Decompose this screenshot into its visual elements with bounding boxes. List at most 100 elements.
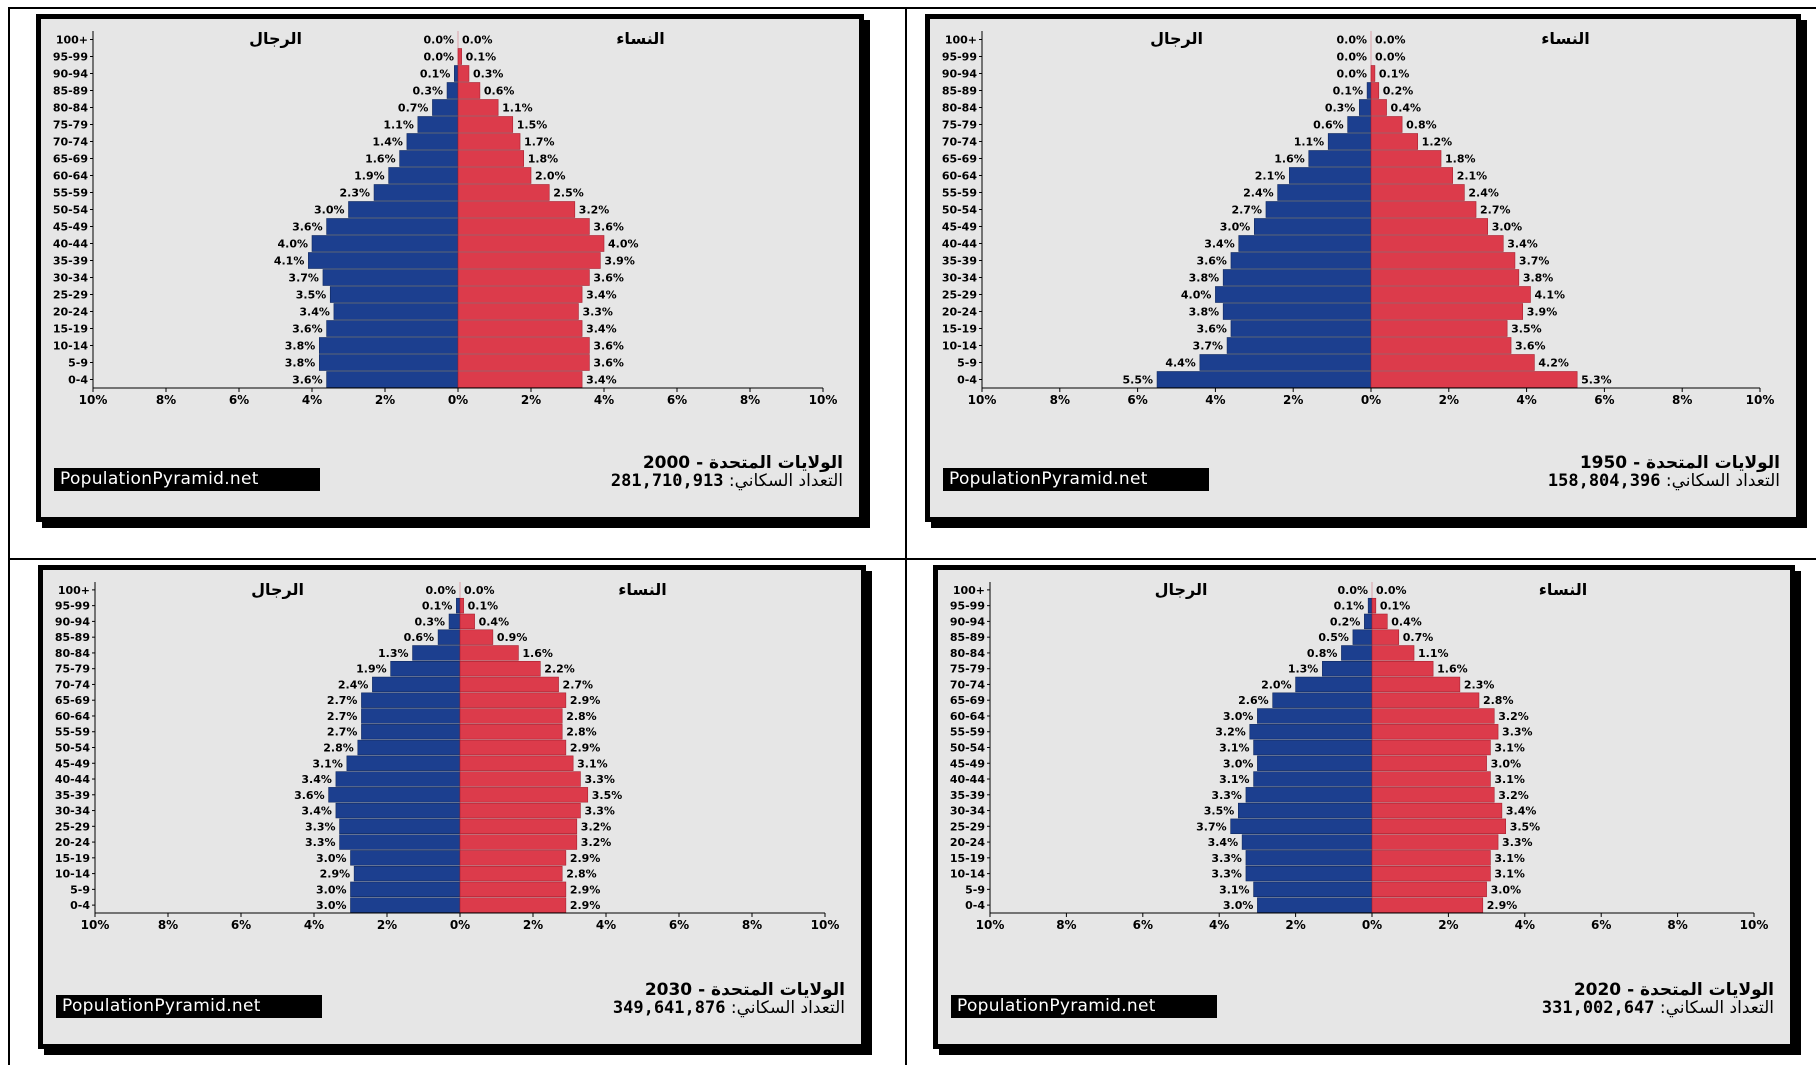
female-bar <box>1371 629 1400 645</box>
age-group-label: 35-39 <box>53 255 88 268</box>
x-tick-label: 2% <box>1283 393 1303 407</box>
x-tick-label: 2% <box>521 393 541 407</box>
female-bar <box>1370 269 1520 286</box>
male-bar <box>328 787 461 803</box>
population-value: 281,710,913 <box>610 471 724 491</box>
female-value-label: 2.8% <box>566 710 597 723</box>
female-value-label: 1.7% <box>524 136 555 149</box>
age-group-label: 80-84 <box>942 102 978 115</box>
x-tick-label: 6% <box>229 393 249 407</box>
age-group-label: 45-49 <box>942 221 977 234</box>
x-tick-label: 4% <box>304 918 324 932</box>
x-tick-label: 0% <box>450 918 470 932</box>
chart-year: 2020 <box>1573 980 1622 1000</box>
men-header: الرجال <box>1155 580 1208 599</box>
population-value: 349,641,876 <box>612 998 726 1018</box>
age-group-label: 25-29 <box>942 289 977 302</box>
male-value-label: 0.7% <box>398 102 429 115</box>
x-tick-label: 6% <box>231 918 251 932</box>
age-group-label: 90-94 <box>950 615 986 628</box>
x-tick-label: 0% <box>1362 918 1382 932</box>
x-tick-label: 6% <box>1127 393 1147 407</box>
male-value-label: 0.8% <box>1307 647 1338 660</box>
female-value-label: 3.4% <box>586 374 617 387</box>
female-bar <box>1371 724 1499 740</box>
female-value-label: 3.7% <box>1519 255 1550 268</box>
brand-label[interactable]: PopulationPyramid.net <box>951 995 1217 1018</box>
female-bar <box>1371 818 1506 834</box>
age-group-label: 75-79 <box>942 119 977 132</box>
female-value-label: 3.8% <box>1523 272 1554 285</box>
age-group-label: 35-39 <box>55 789 90 802</box>
male-value-label: 3.0% <box>1223 710 1254 723</box>
female-value-label: 2.9% <box>570 694 601 707</box>
male-bar <box>326 320 459 337</box>
female-value-label: 2.9% <box>570 883 601 896</box>
female-value-label: 0.0% <box>462 34 493 47</box>
female-bar <box>459 755 574 771</box>
age-group-label: 70-74 <box>942 136 978 149</box>
male-value-label: 3.0% <box>1223 757 1254 770</box>
male-value-label: 0.3% <box>1325 102 1356 115</box>
x-tick-label: 8% <box>1056 918 1076 932</box>
male-value-label: 3.0% <box>316 899 347 912</box>
male-value-label: 4.0% <box>1181 289 1212 302</box>
x-tick-label: 0% <box>448 393 468 407</box>
country-name: الولايات المتحدة <box>1646 453 1780 473</box>
female-value-label: 2.9% <box>1487 899 1518 912</box>
country-name: الولايات المتحدة <box>1640 980 1774 1000</box>
female-bar <box>1370 371 1578 388</box>
female-bar <box>457 354 590 371</box>
women-header: النساء <box>616 29 665 48</box>
age-group-label: 65-69 <box>55 694 90 707</box>
female-value-label: 0.1% <box>1379 68 1410 81</box>
female-bar <box>457 235 605 252</box>
age-group-label: 10-14 <box>53 340 89 353</box>
male-value-label: 3.6% <box>294 789 325 802</box>
female-bar <box>1371 645 1415 661</box>
population-label: التعداد السكاني: <box>728 471 843 491</box>
female-bar <box>457 218 590 235</box>
male-bar <box>308 252 459 269</box>
male-bar <box>454 65 459 82</box>
male-value-label: 0.1% <box>1334 600 1365 613</box>
male-value-label: 1.6% <box>1274 153 1305 166</box>
age-group-label: 50-54 <box>942 204 978 217</box>
male-bar <box>326 371 459 388</box>
pyramid-chart: الرجال النساء 100+ 0.0% 0.0% 95-99 0.1% 0.1% 90-… <box>55 580 840 932</box>
x-tick-label: 2% <box>377 918 397 932</box>
female-bar <box>1370 133 1418 150</box>
female-bar <box>457 337 590 354</box>
female-value-label: 3.1% <box>577 757 608 770</box>
female-value-label: 2.8% <box>1483 694 1514 707</box>
brand-label[interactable]: PopulationPyramid.net <box>943 468 1209 491</box>
male-value-label: 4.1% <box>274 255 305 268</box>
male-bar <box>339 834 461 850</box>
female-value-label: 5.3% <box>1581 374 1612 387</box>
women-header: النساء <box>618 580 667 599</box>
age-group-label: 20-24 <box>55 836 91 849</box>
female-value-label: 0.9% <box>497 631 528 644</box>
brand-label[interactable]: PopulationPyramid.net <box>56 995 322 1018</box>
x-tick-label: 10% <box>1740 918 1769 932</box>
male-value-label: 0.0% <box>423 51 454 64</box>
female-value-label: 1.6% <box>1437 663 1468 676</box>
x-tick-label: 6% <box>1133 918 1153 932</box>
brand-label[interactable]: PopulationPyramid.net <box>54 468 320 491</box>
male-value-label: 1.3% <box>1288 663 1319 676</box>
pyramid-chart: الرجال النساء 100+ 0.0% 0.0% 95-99 0.1% 0.1% 90-… <box>950 580 1769 932</box>
female-bar <box>459 897 567 913</box>
female-bar <box>1370 184 1465 201</box>
male-bar <box>350 897 461 913</box>
age-group-label: 90-94 <box>942 68 978 81</box>
male-value-label: 3.0% <box>1220 221 1251 234</box>
male-value-label: 1.9% <box>354 170 385 183</box>
title-dash: - <box>696 453 704 473</box>
age-group-label: 0-4 <box>68 374 88 387</box>
age-group-label: 100+ <box>56 34 88 47</box>
male-value-label: 1.1% <box>1294 136 1325 149</box>
male-value-label: 0.6% <box>1313 119 1344 132</box>
pyramid-chart: الرجال النساء 100+ 0.0% 0.0% 95-99 0.0% 0.0% 90-… <box>942 29 1775 407</box>
male-value-label: 0.2% <box>1330 615 1361 628</box>
female-bar <box>1370 286 1531 303</box>
